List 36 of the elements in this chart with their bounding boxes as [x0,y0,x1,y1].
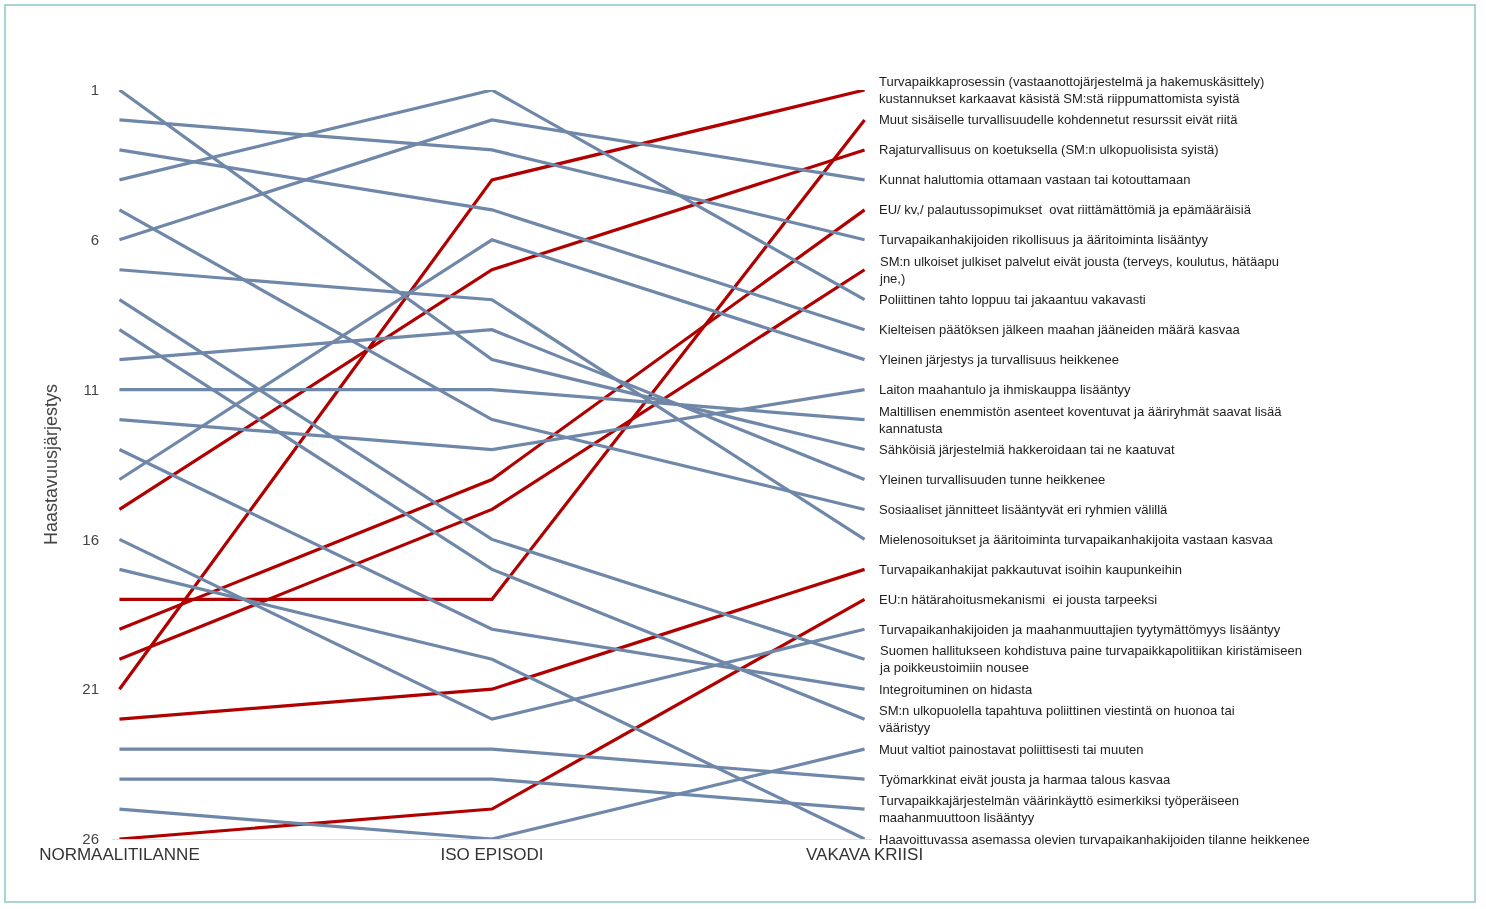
series-label: Turvapaikkajärjestelmän väärinkäyttö esimerkiksi työperäiseen maahanmuuttoon lisääntyy [879,793,1240,825]
series-label: Poliittinen tahto loppuu tai jakaantuu vakavasti [879,292,1146,307]
series-label: Sosiaaliset jännitteet lisääntyvät eri ryhmien välillä [879,502,1169,517]
y-tick-label: 16 [82,530,99,548]
series-label: Työmarkkinat eivät jousta ja harmaa talous kasvaa [879,772,1171,787]
y-tick-label: 1 [90,81,99,99]
series-label: Mielenosoitukset ja ääritoiminta turvapaikanhakijoita vastaan kasvaa [879,532,1274,547]
series-label: Turvapaikanhakijoiden rikollisuus ja ääritoiminta lisääntyy [879,232,1209,247]
series-label: Turvapaikkaprosessin (vastaanottojärjestelmä ja hakemuskäsittely) kustannukset karkaavat käsistä SM:stä riippumattomista syistä [879,74,1265,106]
series-label: Haavoittuvassa asemassa olevien turvapaikanhakijoiden tilanne heikkenee [879,832,1310,847]
y-tick-label: 26 [82,830,99,848]
series-label: Sähköisiä järjestelmiä hakkeroidaan tai ne kaatuvat [879,442,1175,457]
series-label: Rajaturvallisuus on koetuksella (SM:n ulkopuolisista syistä) [879,142,1219,157]
x-tick-label: ISO EPISODI [440,845,544,865]
series-label: Turvapaikanhakijoiden ja maahanmuuttajien tyytymättömyys lisääntyy [879,622,1281,637]
series-label: EU:n hätärahoitusmekanismi ei jousta tarpeeksi [879,592,1158,607]
y-tick-label: 6 [90,231,99,249]
series-label: Integroituminen on hidasta [879,682,1033,697]
x-tick-label: VAKAVA KRIISI [805,845,924,865]
series-label: Suomen hallitukseen kohdistuva paine turvapaikkapolitiikan kiristämiseen ja poikkeustoimiin nousee [879,643,1303,675]
series-label: Kunnat haluttomia ottamaan vastaan tai kotouttamaan [879,172,1191,187]
y-tick-label: 21 [82,680,99,698]
y-axis-title: Haastavuusjärjestys [40,383,61,546]
series-label: Kielteisen päätöksen jälkeen maahan jääneiden määrä kasvaa [879,322,1241,337]
series-label: Yleinen järjestys ja turvallisuus heikkenee [879,352,1119,367]
series-label: Yleinen turvallisuuden tunne heikkenee [879,472,1106,487]
series-label: Muut sisäiselle turvallisuudelle kohdennetut resurssit eivät riitä [879,112,1239,127]
series-label: Turvapaikanhakijat pakkautuvat isoihin kaupunkeihin [879,562,1183,577]
x-tick-label: NORMAALITILANNE [39,845,200,865]
series-label: SM:n ulkoiset julkiset palvelut eivät jousta (terveys, koulutus, hätäapu jne,) [879,254,1279,286]
y-tick-label: 11 [83,380,99,398]
series-label: SM:n ulkopuolella tapahtuva poliittinen viestintä on huonoa tai vääristyy [879,703,1235,735]
series-label: Maltillisen enemmistön asenteet koventuvat ja ääriryhmät saavat lisää kannatusta [879,404,1283,436]
series-label: EU/ kv,/ palautussopimukset ovat riittämättömiä ja epämääräisiä [879,202,1252,217]
series-label: Laiton maahantulo ja ihmiskauppa lisääntyy [879,382,1131,397]
series-label: Muut valtiot painostavat poliittisesti tai muuten [879,742,1144,757]
